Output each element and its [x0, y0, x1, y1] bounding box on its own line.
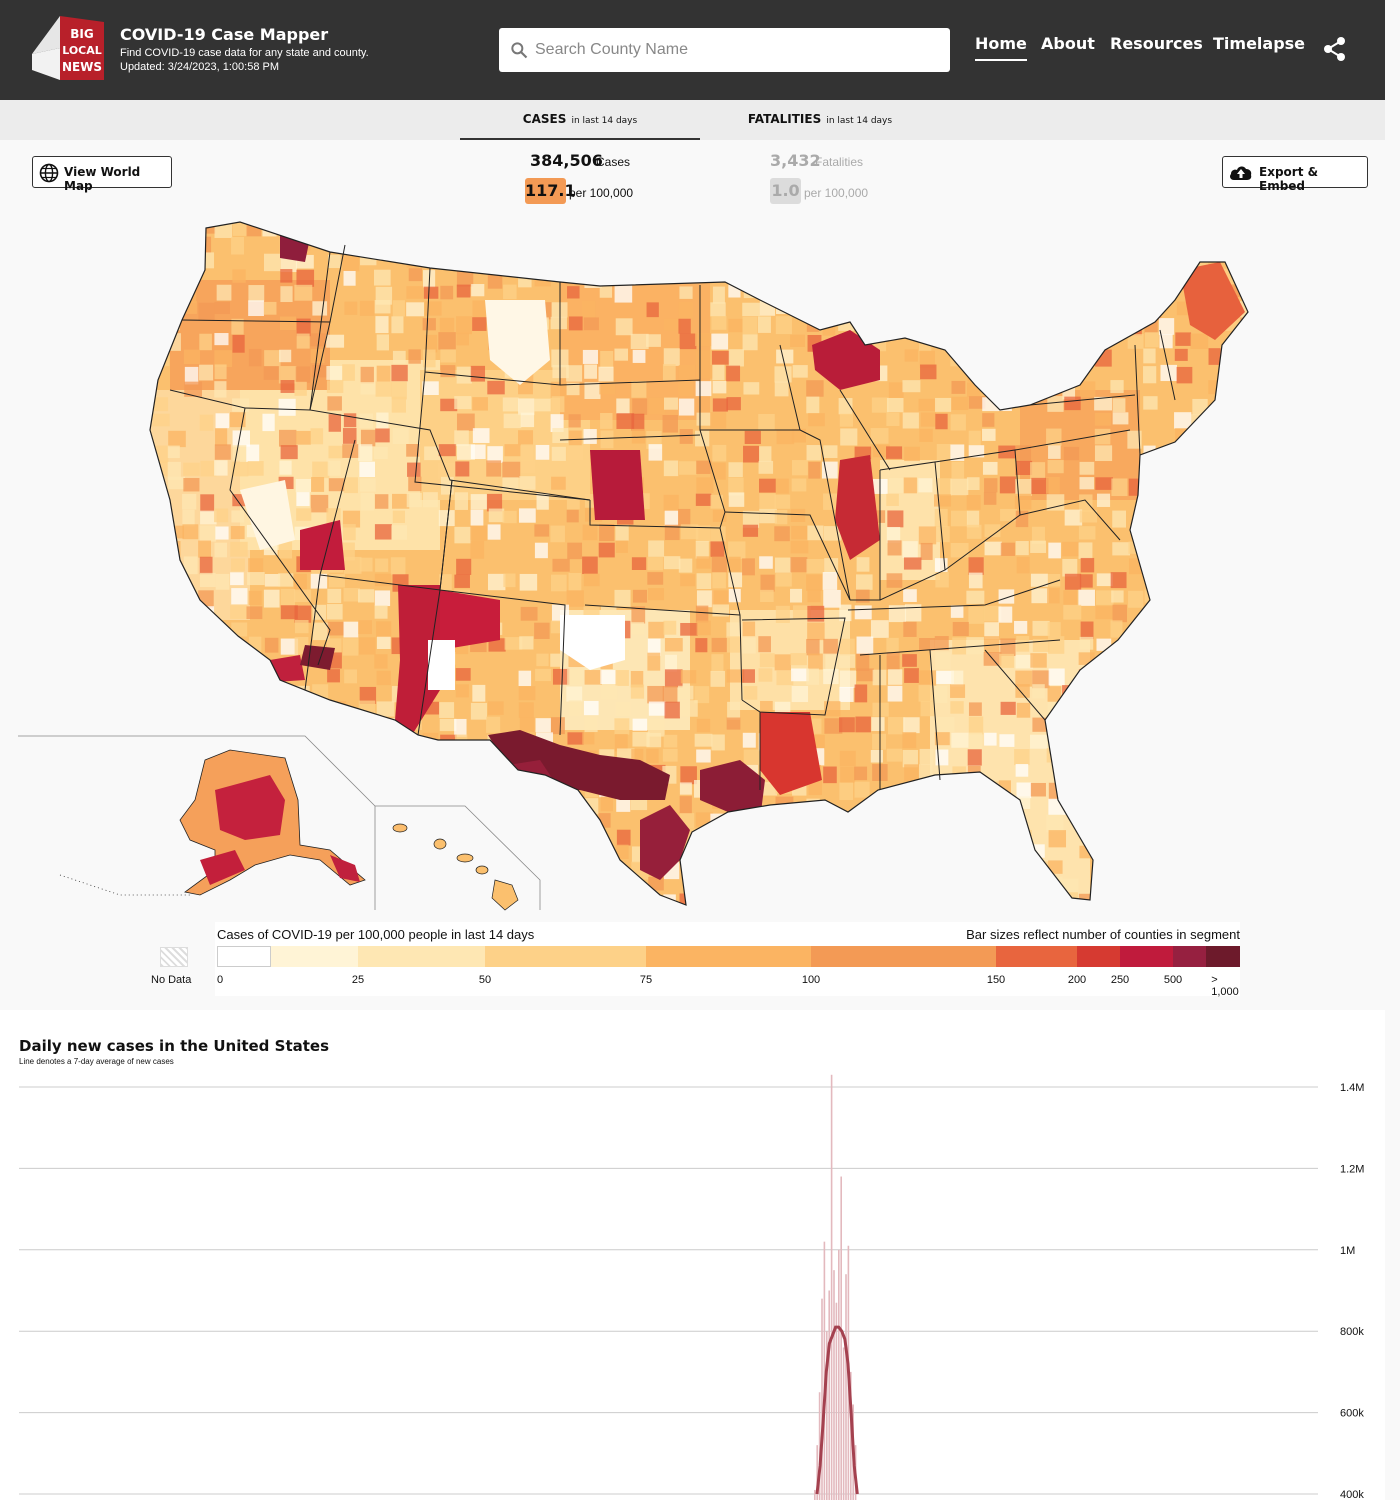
cloud-upload-icon	[1230, 166, 1252, 180]
search-box	[499, 28, 950, 72]
legend-tick-label: 50	[478, 974, 492, 986]
chart-subtitle: Line denotes a 7-day average of new case…	[19, 1057, 174, 1066]
tab-cases-suffix: in last 14 days	[571, 116, 638, 126]
logo-text-3: NEWS	[62, 60, 102, 74]
legend-tick-label: 150	[986, 974, 1006, 986]
legend-title: Cases of COVID-19 per 100,000 people in …	[217, 927, 535, 942]
us-county-choropleth-map[interactable]	[18, 210, 1268, 920]
tab-fatalities[interactable]: FATALITIES in last 14 days	[700, 100, 940, 140]
cases-rate-label: per 100,000	[569, 186, 634, 200]
daily-case-bar	[814, 1489, 816, 1500]
cases-total-label: Cases	[596, 155, 631, 169]
daily-cases-chart[interactable]: 1.4M 1.2M 1M 800k 600k 400k	[0, 1010, 1385, 1500]
daily-case-bar	[828, 1290, 830, 1500]
daily-case-bar	[835, 1302, 838, 1500]
nav-about[interactable]: About	[1041, 34, 1095, 53]
tab-fatalities-suffix: in last 14 days	[826, 116, 893, 126]
export-embed-button[interactable]: Export & Embed	[1222, 156, 1368, 193]
no-data-label: No Data	[151, 974, 192, 986]
globe-icon	[39, 163, 59, 183]
app-title: COVID-19 Case Mapper	[120, 25, 329, 44]
legend-segment	[811, 946, 996, 967]
chart-y-tick-label: 600k	[1340, 1408, 1364, 1420]
export-embed-label: Export & Embed	[1259, 165, 1319, 193]
chart-y-tick-label: 400k	[1340, 1489, 1364, 1500]
legend-segment	[217, 946, 271, 967]
fatalities-rate-badge: 1.0	[770, 178, 801, 204]
fatalities-rate-label: per 100,000	[804, 186, 869, 200]
daily-case-bar	[826, 1331, 828, 1500]
nav-resources[interactable]: Resources	[1110, 34, 1203, 53]
legend-segment	[271, 946, 358, 967]
tab-cases-label: CASES	[522, 112, 567, 126]
tab-cases[interactable]: CASES in last 14 days	[460, 100, 700, 140]
daily-case-bar	[816, 1445, 818, 1500]
chart-y-tick-label: 1.2M	[1340, 1163, 1364, 1175]
legend-tick-label: 75	[639, 974, 653, 986]
view-world-map-button[interactable]: View World Map	[32, 156, 172, 193]
daily-case-bar	[821, 1298, 823, 1500]
legend-note: Bar sizes reflect number of counties in …	[966, 927, 1240, 942]
legend-segment	[1206, 946, 1240, 967]
daily-case-bar	[833, 1270, 835, 1500]
daily-case-bar	[842, 1347, 845, 1500]
view-world-map-label: View World Map	[64, 165, 141, 193]
metric-tabbar: CASES in last 14 days FATALITIES in last…	[0, 100, 1385, 140]
daily-case-bar	[850, 1371, 852, 1500]
hawaii-inset	[374, 805, 541, 911]
legend-tick-label: 500	[1163, 974, 1183, 986]
chart-y-tick-label: 1M	[1340, 1245, 1355, 1257]
chart-y-tick-label: 800k	[1340, 1326, 1364, 1338]
app-subtitle-block: Find COVID-19 case data for any state an…	[120, 46, 369, 74]
seven-day-average-line	[815, 1325, 859, 1495]
app-subtitle: Find COVID-19 case data for any state an…	[120, 47, 369, 59]
logo-text-2: LOCAL	[62, 44, 102, 57]
state-borders	[149, 221, 1249, 906]
legend-segment	[646, 946, 811, 967]
chart-y-tick-label: 1.4M	[1340, 1082, 1364, 1094]
chart-title: Daily new cases in the United States	[19, 1037, 330, 1055]
legend-tick-label: 250	[1110, 974, 1130, 986]
legend-tick-label: 0	[216, 974, 224, 986]
share-icon[interactable]	[1322, 36, 1348, 62]
nav-timelapse[interactable]: Timelapse	[1213, 34, 1306, 53]
alaska-inset	[18, 735, 376, 896]
legend-segment	[1173, 946, 1206, 967]
fatalities-total: 3,432	[770, 151, 821, 170]
search-icon	[511, 42, 528, 59]
no-data-swatch	[160, 947, 188, 967]
search-input[interactable]	[535, 28, 940, 72]
daily-cases-chart-panel: Daily new cases in the United States Lin…	[0, 1010, 1385, 1500]
legend-tick-label: 100	[801, 974, 821, 986]
daily-case-bar	[818, 1392, 821, 1500]
updated-timestamp: Updated: 3/24/2023, 1:00:58 PM	[120, 61, 280, 73]
cases-rate-badge: 117.1	[525, 178, 576, 204]
nav-home[interactable]: Home	[975, 34, 1027, 61]
fatalities-total-label: Fatalities	[815, 155, 864, 169]
tab-fatalities-label: FATALITIES	[747, 112, 822, 126]
daily-case-bar	[840, 1176, 842, 1500]
legend-segment	[358, 946, 485, 967]
legend-tick-label: 25	[351, 974, 365, 986]
daily-case-bar	[823, 1241, 826, 1500]
legend-segment	[1077, 946, 1120, 967]
legend-tick-label: > 1,000	[1211, 974, 1239, 998]
map-legend: Cases of COVID-19 per 100,000 people in …	[215, 922, 1240, 998]
legend-segment	[996, 946, 1077, 967]
logo-text-1: BIG	[70, 27, 93, 41]
top-header: BIG LOCAL NEWS COVID-19 Case Mapper Find…	[0, 0, 1385, 100]
daily-case-bar	[845, 1274, 847, 1500]
daily-case-bar	[830, 1074, 833, 1500]
daily-case-bar	[838, 1249, 840, 1500]
big-local-news-logo[interactable]: BIG LOCAL NEWS	[30, 14, 104, 82]
legend-segment	[485, 946, 646, 967]
cases-total: 384,506	[530, 151, 603, 170]
legend-segment	[1120, 946, 1173, 967]
legend-tick-label: 200	[1067, 974, 1087, 986]
